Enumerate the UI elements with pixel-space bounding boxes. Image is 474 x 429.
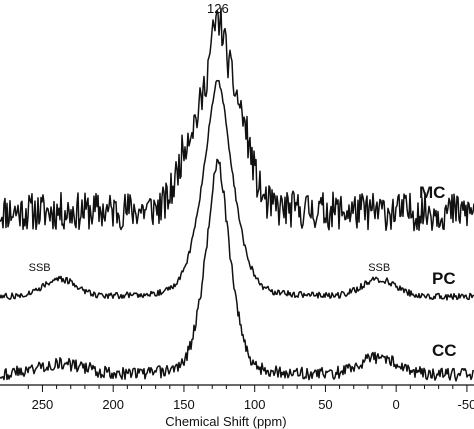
series-group: [0, 7, 474, 382]
x-tick-label: 100: [244, 397, 266, 412]
x-tick-label: -50: [458, 397, 474, 412]
series-label-cc: CC: [432, 341, 457, 360]
series-label-mc: MC: [419, 183, 445, 202]
x-tick-label: 150: [173, 397, 195, 412]
x-axis-title: Chemical Shift (ppm): [165, 414, 286, 429]
x-tick-label: 200: [102, 397, 124, 412]
series-line-mc: [0, 7, 474, 232]
peak-label: 126: [207, 1, 229, 16]
x-axis: 250 200 150 100 50 0 -50 Chemical Shift (ppm): [0, 384, 474, 429]
ssb-label-left: SSB: [29, 262, 51, 274]
series-label-pc: PC: [432, 269, 456, 288]
labels-group: MC PC CC 126 SSB SSB: [29, 1, 457, 360]
series-line-cc: [0, 158, 474, 382]
x-tick-label: 250: [32, 397, 54, 412]
series-line-pc: [0, 79, 474, 301]
x-tick-label: 50: [318, 397, 332, 412]
x-tick-label: 0: [393, 397, 400, 412]
ssb-label-right: SSB: [368, 262, 390, 274]
